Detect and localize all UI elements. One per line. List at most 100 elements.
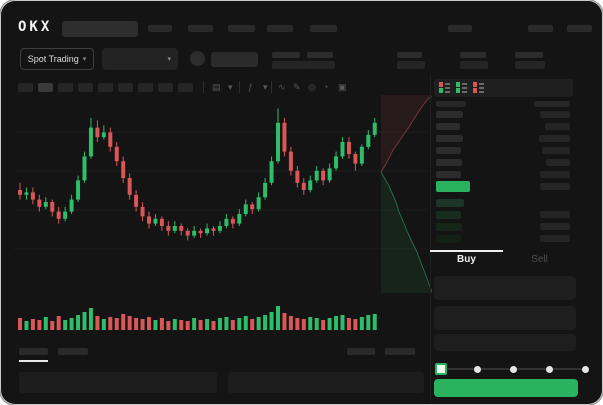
camera-icon[interactable]: ◎ (308, 82, 316, 92)
ask-amount-bar (540, 111, 570, 118)
nav-item-right[interactable] (528, 25, 553, 32)
candle-body (153, 218, 158, 224)
slider-dot[interactable] (473, 365, 481, 373)
bottom-right-control[interactable] (347, 348, 375, 355)
timeframe-button[interactable] (58, 83, 73, 92)
nav-item-right[interactable] (567, 25, 592, 32)
nav-item[interactable] (148, 25, 172, 32)
bottom-right-control[interactable] (385, 348, 415, 355)
book-combined-icon[interactable] (439, 82, 450, 93)
timeframe-button[interactable] (98, 83, 113, 92)
nav-item[interactable] (310, 25, 337, 32)
volume-bar (147, 317, 151, 330)
last-price-bar[interactable] (436, 181, 470, 192)
candle-body (179, 226, 184, 231)
bottom-tab[interactable] (19, 348, 48, 355)
volume-bar (108, 317, 113, 330)
volume-bar (37, 320, 42, 330)
tab-sell[interactable]: Sell (531, 254, 548, 265)
candle-body (314, 170, 319, 181)
nav-item-right[interactable] (448, 25, 472, 32)
ask-price-bar[interactable] (436, 171, 461, 178)
bid-price-bar[interactable] (436, 199, 464, 207)
indicator-icon[interactable]: ƒ (248, 82, 254, 92)
candle-body (237, 214, 242, 224)
ticker-stat-label (307, 52, 333, 58)
volume-chart (18, 306, 377, 330)
candle-body (198, 230, 203, 234)
nav-item[interactable] (188, 25, 213, 32)
volume-bar (308, 317, 313, 330)
draw-tool-icon[interactable]: ✎ (293, 82, 301, 92)
candlestick-chart[interactable] (0, 90, 432, 296)
candle-body (295, 170, 300, 183)
slider-dot[interactable] (581, 365, 589, 373)
pair-dropdown[interactable]: ▾ (102, 48, 178, 70)
bid-price-bar[interactable] (436, 223, 462, 231)
volume-bar (230, 320, 235, 330)
tab-buy[interactable]: Buy (457, 254, 476, 265)
volume-bar (121, 314, 126, 330)
ticker-stat-value (307, 61, 335, 69)
candle-body (334, 156, 339, 169)
bottom-tab[interactable] (58, 348, 88, 355)
line-tool-icon[interactable]: ∿ (278, 82, 286, 92)
ask-price-bar[interactable] (436, 135, 463, 142)
timeframe-button[interactable] (78, 83, 93, 92)
ask-price-bar[interactable] (436, 159, 462, 166)
timeframe-button[interactable] (118, 83, 133, 92)
timeframe-button[interactable] (18, 83, 33, 92)
candle-body (114, 146, 119, 162)
search-input[interactable] (62, 21, 138, 37)
bid-price-bar[interactable] (436, 211, 461, 219)
timeframe-button[interactable] (178, 83, 193, 92)
slider-dot[interactable] (509, 365, 517, 373)
last-price-amount-bar (540, 183, 570, 190)
volume-bar (217, 318, 222, 330)
nav-item[interactable] (267, 25, 293, 32)
volume-bar (372, 314, 377, 330)
volume-bar (346, 318, 351, 330)
buy-submit-button[interactable] (434, 379, 578, 397)
order-input-field[interactable] (434, 334, 576, 351)
ticker-stat-value (397, 61, 425, 69)
ticker-stat-label (272, 52, 300, 58)
candle-body (50, 202, 55, 212)
volume-bar (18, 318, 22, 330)
book-bids-icon[interactable] (456, 82, 467, 93)
slider-dot[interactable] (545, 365, 553, 373)
volume-bar (276, 306, 280, 330)
volume-bar (359, 317, 364, 330)
timeframe-button[interactable] (138, 83, 153, 92)
slider-handle[interactable] (435, 363, 447, 375)
ask-amount-bar (545, 123, 570, 130)
candle-body (263, 182, 268, 198)
market-type-dropdown[interactable]: Spot Trading ▾ (20, 48, 94, 70)
volume-bar (250, 319, 255, 330)
orderbook-col-header (534, 101, 570, 107)
ask-price-bar[interactable] (436, 111, 463, 118)
order-input-field[interactable] (434, 306, 576, 330)
panel-divider (430, 74, 431, 404)
buy-tab-indicator (430, 250, 503, 252)
history-icon[interactable]: ◔ (323, 82, 329, 92)
order-input-field[interactable] (434, 276, 576, 300)
candle-body (127, 178, 132, 195)
candle-style-chevron-icon[interactable]: ▾ (228, 82, 233, 92)
timeframe-button[interactable] (158, 83, 173, 92)
bid-price-bar[interactable] (436, 235, 461, 243)
ask-price-bar[interactable] (436, 123, 460, 130)
book-asks-icon[interactable] (473, 82, 484, 93)
candle-style-icon[interactable]: ▤ (212, 82, 221, 92)
ask-price-bar[interactable] (436, 147, 461, 154)
candle-body (288, 151, 293, 171)
indicator-chevron-icon[interactable]: ▾ (263, 82, 268, 92)
timeframe-button[interactable] (38, 83, 53, 92)
ask-amount-bar (542, 147, 570, 154)
volume-bar (282, 313, 287, 330)
okx-logo[interactable]: OKX (18, 19, 53, 35)
candle-body (301, 182, 306, 190)
nav-item[interactable] (228, 25, 255, 32)
header-action-button[interactable] (211, 52, 258, 67)
fullscreen-icon[interactable]: ▣ (338, 82, 347, 92)
